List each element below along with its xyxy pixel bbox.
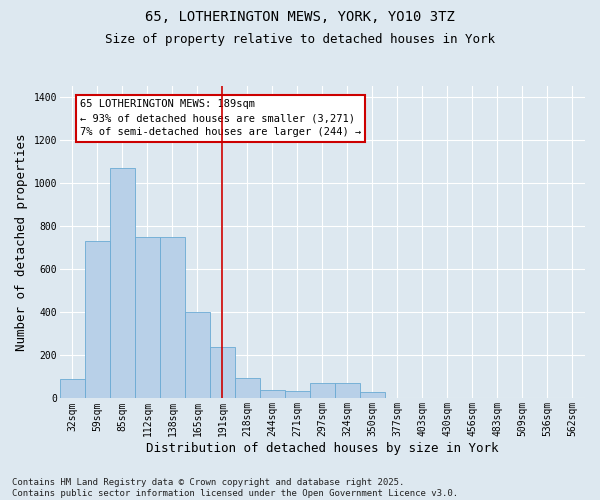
Text: 65 LOTHERINGTON MEWS: 189sqm
← 93% of detached houses are smaller (3,271)
7% of : 65 LOTHERINGTON MEWS: 189sqm ← 93% of de… [80, 100, 361, 138]
Bar [335, 384, 360, 398]
Bar [285, 391, 310, 398]
Bar [160, 237, 185, 398]
Bar [310, 384, 335, 398]
Bar [110, 168, 135, 398]
X-axis label: Distribution of detached houses by size in York: Distribution of detached houses by size … [146, 442, 499, 455]
Y-axis label: Number of detached properties: Number of detached properties [15, 134, 28, 351]
Bar [60, 379, 85, 398]
Text: Size of property relative to detached houses in York: Size of property relative to detached ho… [105, 32, 495, 46]
Text: 65, LOTHERINGTON MEWS, YORK, YO10 3TZ: 65, LOTHERINGTON MEWS, YORK, YO10 3TZ [145, 10, 455, 24]
Bar [185, 312, 210, 398]
Bar [260, 390, 285, 398]
Bar [235, 378, 260, 398]
Bar [210, 347, 235, 399]
Text: Contains HM Land Registry data © Crown copyright and database right 2025.
Contai: Contains HM Land Registry data © Crown c… [12, 478, 458, 498]
Bar [85, 242, 110, 398]
Bar [135, 237, 160, 398]
Bar [360, 392, 385, 398]
